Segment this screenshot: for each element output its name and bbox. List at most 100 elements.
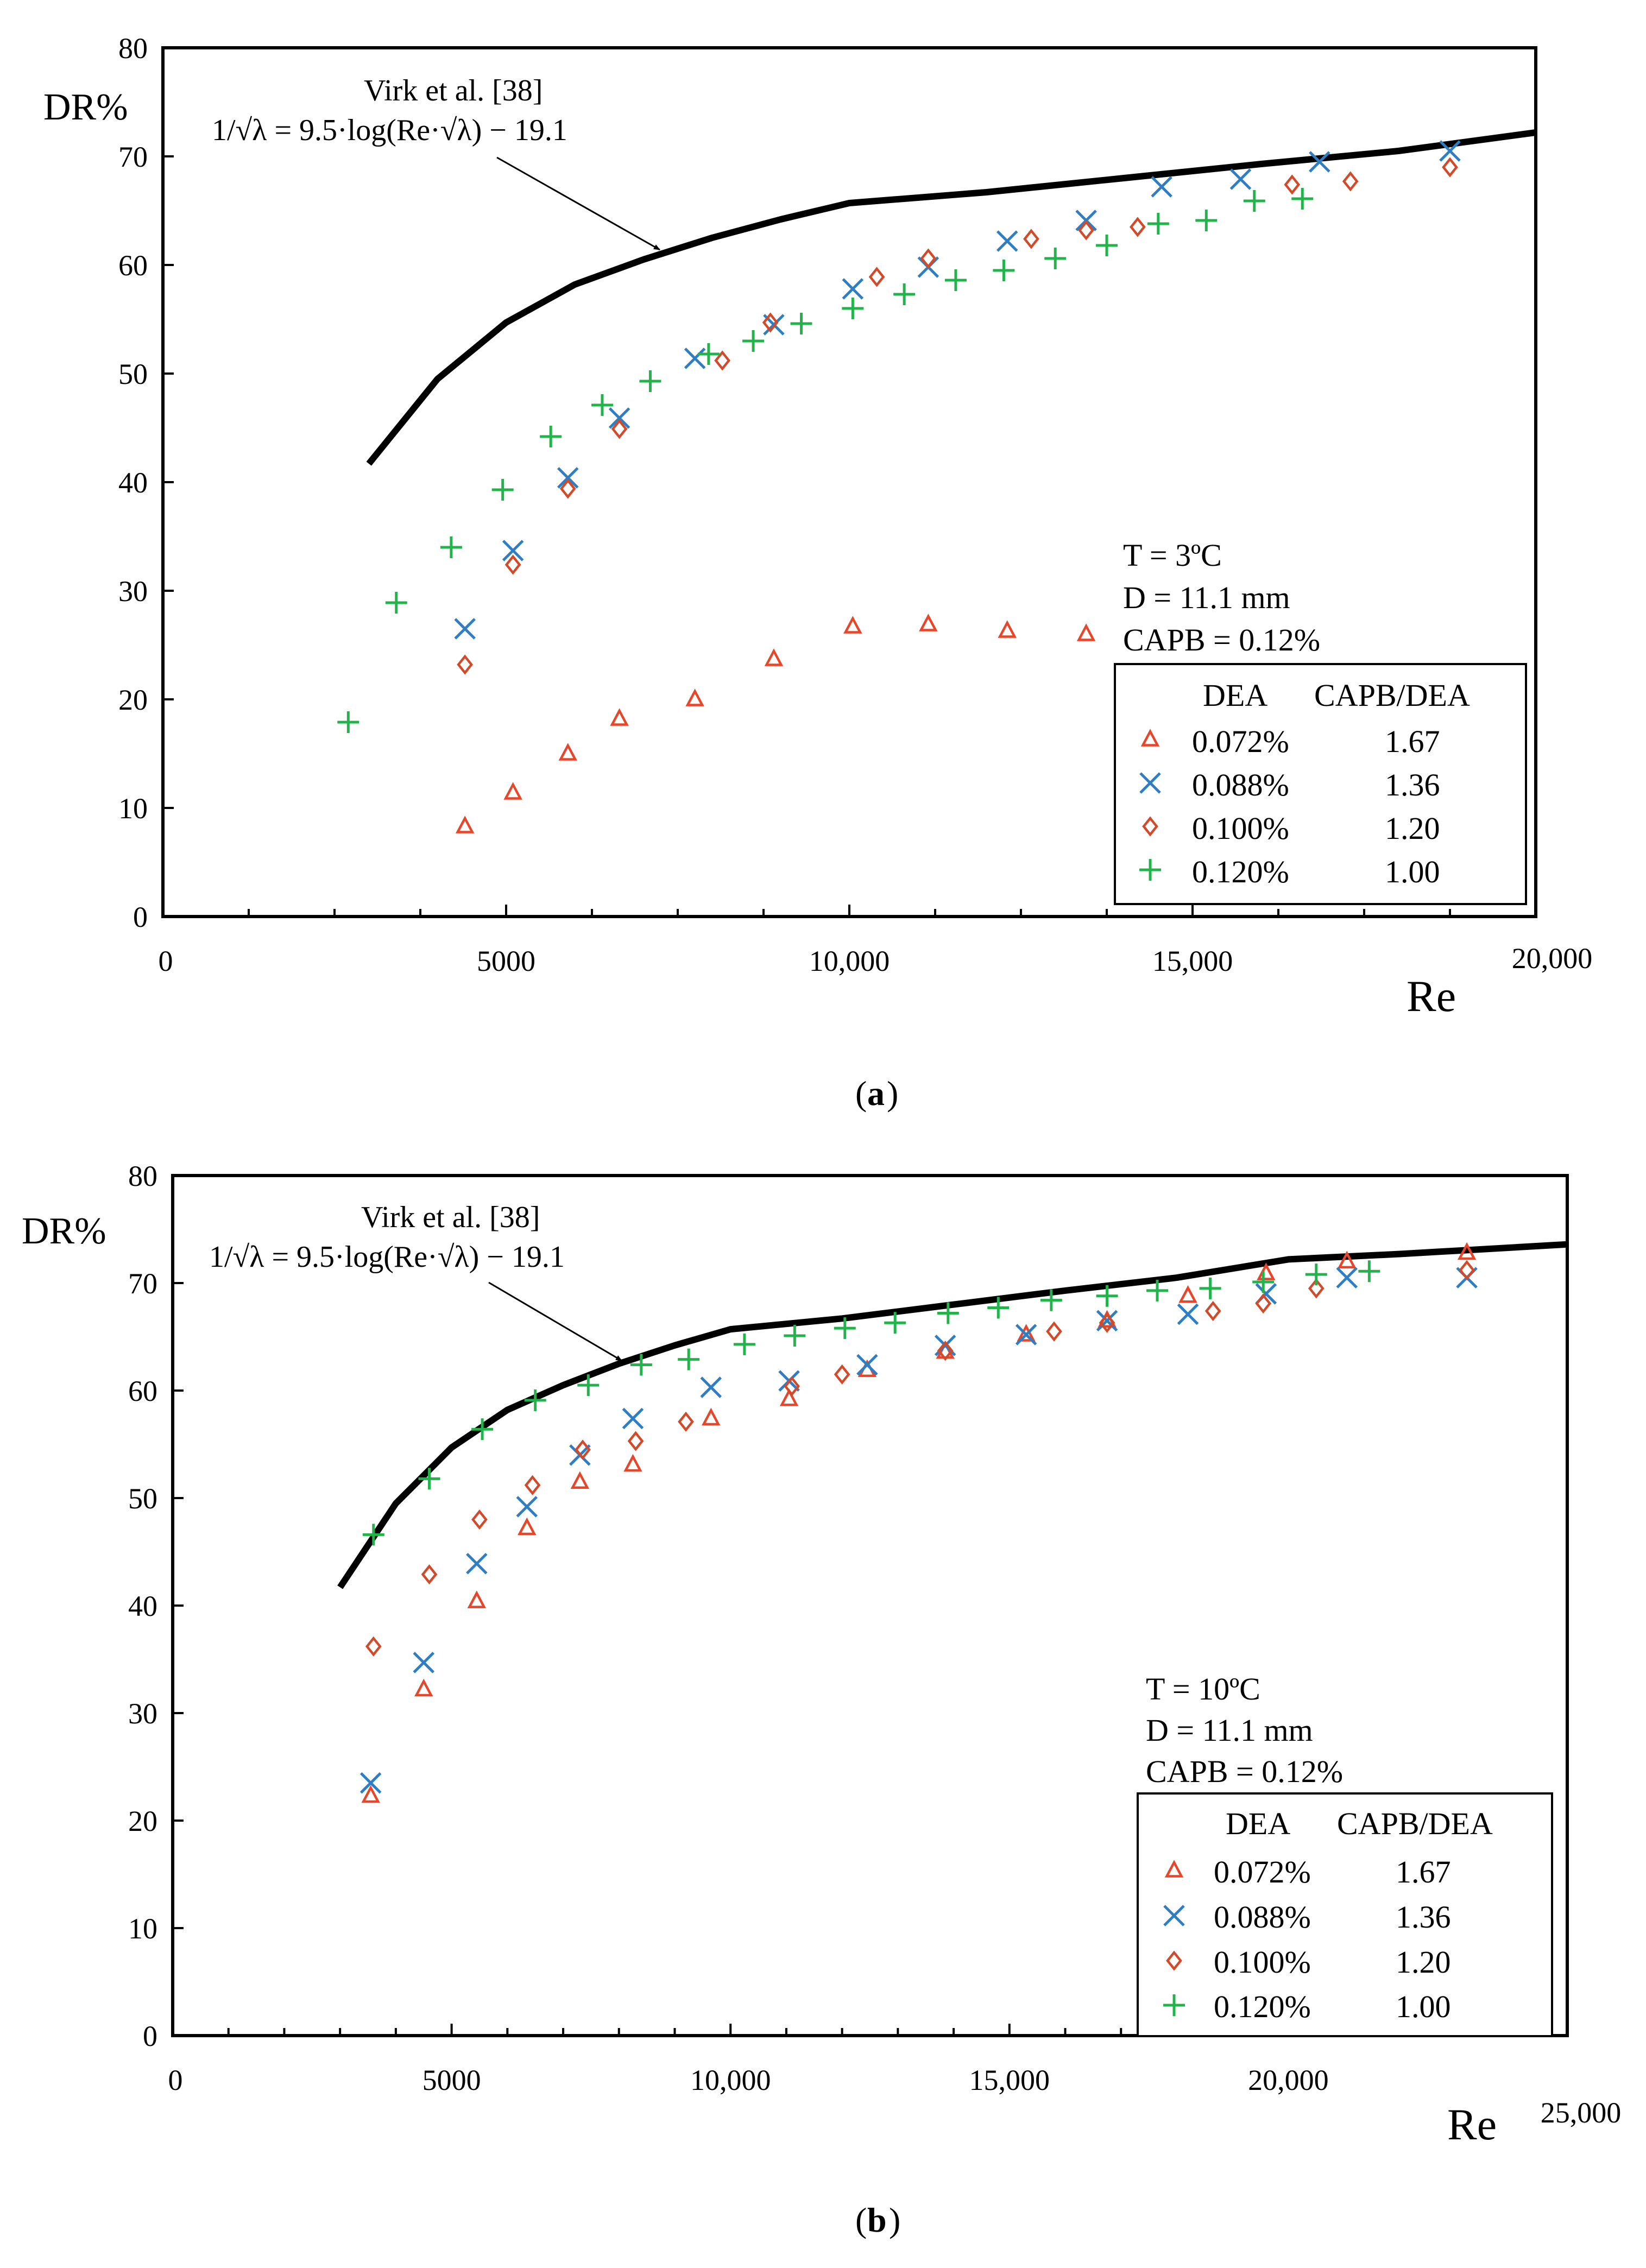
- virk-annotation-formula-b: 1/√λ = 9.5·log(Re·√λ) − 19.1: [209, 1240, 565, 1274]
- data-point-cross: [622, 1407, 644, 1430]
- data-point-tri: [467, 1590, 487, 1608]
- data-point-tri: [685, 688, 704, 706]
- legend-a: DEA CAPB/DEA 0.072% 1.67 0.088% 1.36 0.1…: [1114, 663, 1527, 905]
- data-point-plus: [491, 479, 514, 501]
- svg-text:a: a: [867, 1074, 885, 1113]
- x-tick-label: 25,000: [1541, 2096, 1622, 2129]
- svg-text:): ): [887, 1074, 898, 1113]
- legend-ratio-0120-b: 1.00: [1396, 1989, 1451, 2024]
- data-point-cross: [608, 407, 630, 429]
- y-tick-label: 10: [128, 1912, 157, 1945]
- condition-diameter-b: D = 11.1 mm: [1146, 1713, 1313, 1748]
- data-points-b: [360, 1242, 1478, 1803]
- data-point-diam: [1459, 1260, 1475, 1280]
- data-point-diam: [834, 1364, 850, 1385]
- legend-header-dea-b: DEA: [1226, 1806, 1290, 1841]
- data-point-diam: [937, 1341, 954, 1361]
- svg-text:): ): [889, 2201, 900, 2239]
- data-point-plus: [1096, 1285, 1118, 1307]
- data-point-tri: [455, 816, 475, 833]
- y-tick-label: 60: [118, 249, 148, 282]
- data-point-cross: [1096, 1310, 1118, 1332]
- data-point-tri: [1257, 1262, 1276, 1280]
- x-tick-label: 20,000: [1512, 942, 1593, 975]
- y-tick-label: 10: [118, 792, 148, 825]
- legend-markers-b: [1163, 1860, 1185, 2016]
- data-point-diam: [1255, 1293, 1272, 1314]
- data-point-plus: [639, 370, 661, 392]
- data-point-tri: [414, 1678, 433, 1697]
- legend-marker-diam: [1166, 1950, 1182, 1971]
- data-points-a: [337, 140, 1461, 833]
- y-tick-label: 30: [128, 1697, 157, 1730]
- data-point-diam: [627, 1431, 644, 1451]
- data-point-tri: [1017, 1324, 1036, 1342]
- y-tick-labels-b: 0 10 20 30 40 50 60 70 80: [128, 1160, 157, 2052]
- data-point-plus: [1146, 1279, 1169, 1302]
- legend-label-0120-a: 0.120%: [1192, 854, 1289, 889]
- legend-label-0072-b: 0.072%: [1214, 1854, 1311, 1890]
- y-tick-label: 50: [118, 358, 148, 390]
- data-point-plus: [1195, 210, 1218, 231]
- svg-text:(: (: [855, 1074, 867, 1113]
- data-point-diam: [784, 1376, 800, 1397]
- data-point-cross: [1151, 176, 1172, 198]
- x-tick-label: 20,000: [1248, 2064, 1329, 2096]
- data-point-plus: [1252, 1271, 1275, 1293]
- legend-marker-cross: [1139, 772, 1161, 794]
- data-point-tri: [1457, 1242, 1477, 1260]
- data-point-plus: [678, 1348, 700, 1370]
- data-point-plus: [362, 1524, 384, 1546]
- legend-marker-tri: [1140, 729, 1160, 747]
- legend-label-0088-b: 0.088%: [1214, 1899, 1311, 1935]
- data-point-plus: [540, 426, 562, 447]
- tick-marks-a: [163, 155, 1451, 917]
- condition-diameter-a: D = 11.1 mm: [1123, 580, 1290, 615]
- x-tick-labels-b: 0 5000 10,000 15,000 20,000 25,000: [168, 2064, 1622, 2129]
- data-point-cross: [360, 1772, 382, 1794]
- data-point-plus: [884, 1312, 906, 1334]
- data-point-plus: [1044, 248, 1067, 269]
- condition-capb-a: CAPB = 0.12%: [1123, 622, 1320, 658]
- data-point-diam: [575, 1439, 591, 1460]
- y-tick-label: 70: [128, 1267, 157, 1300]
- legend-header-ratio-a: CAPB/DEA: [1314, 678, 1470, 713]
- data-point-diam: [1046, 1321, 1062, 1342]
- data-point-cross: [1177, 1303, 1199, 1325]
- x-axis-label-b: Re: [1447, 2100, 1497, 2149]
- legend-ratio-0088-a: 1.36: [1385, 767, 1440, 803]
- x-tick-label: 10,000: [809, 945, 890, 977]
- data-point-cross: [700, 1376, 722, 1398]
- data-point-plus: [937, 1302, 959, 1324]
- data-point-plus: [385, 592, 407, 614]
- condition-temperature-b: T = 10ºC: [1146, 1671, 1260, 1707]
- data-point-tri: [843, 616, 862, 634]
- data-point-cross: [413, 1652, 435, 1673]
- legend-label-0072-a: 0.072%: [1192, 724, 1289, 759]
- legend-ratio-0088-b: 1.36: [1396, 1899, 1451, 1935]
- tick-marks-b: [173, 1282, 1513, 2036]
- caption-b: ( b ): [855, 2201, 900, 2239]
- legend-markers-a: [1139, 729, 1161, 881]
- data-point-tri: [1178, 1285, 1197, 1303]
- x-tick-labels-a: 0 5000 10,000 15,000 20,000: [159, 942, 1593, 977]
- y-tick-label: 20: [128, 1805, 157, 1837]
- data-point-plus: [591, 394, 613, 416]
- data-point-cross: [856, 1354, 878, 1376]
- data-point-diam: [524, 1475, 541, 1495]
- data-point-diam: [1129, 217, 1146, 237]
- data-point-cross: [466, 1553, 488, 1575]
- legend-label-0120-b: 0.120%: [1214, 1989, 1311, 2024]
- svg-text:(: (: [855, 2201, 867, 2239]
- legend-marker-plus: [1163, 1994, 1185, 2016]
- x-axis-label-a: Re: [1407, 971, 1456, 1021]
- data-point-plus: [1040, 1289, 1062, 1311]
- x-tick-label: 0: [168, 2064, 183, 2096]
- data-point-plus: [987, 1297, 1010, 1319]
- data-point-tri: [518, 1517, 537, 1536]
- x-tick-label: 5000: [422, 2064, 481, 2096]
- data-point-cross: [502, 540, 524, 561]
- legend-marker-cross: [1163, 1905, 1185, 1926]
- data-point-tri: [361, 1785, 380, 1803]
- data-point-diam: [762, 312, 779, 333]
